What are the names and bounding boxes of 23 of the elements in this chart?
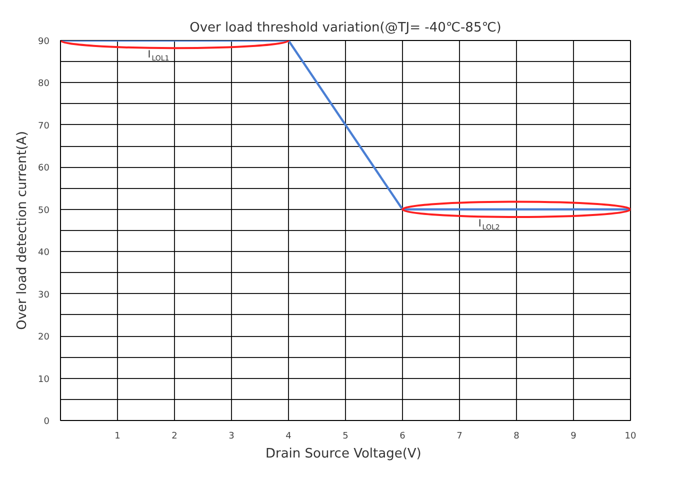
x-tick-label: 7	[456, 432, 462, 442]
y-tick-label: 0	[44, 417, 50, 427]
y-tick-label: 80	[38, 79, 50, 90]
x-tick-label: 2	[172, 432, 178, 442]
x-tick-label: 8	[514, 432, 520, 442]
x-axis-title: Drain Source Voltage(V)	[265, 446, 422, 462]
y-axis-title: Over load detection current(A)	[15, 131, 30, 330]
chart-title: Over load threshold variation(@TJ= -40℃-85℃)	[190, 20, 502, 36]
y-tick-label: 70	[38, 121, 50, 132]
x-tick-label: 6	[400, 432, 406, 442]
y-tick-label: 10	[38, 374, 50, 385]
y-tick-label: 50	[38, 206, 50, 216]
y-tick-label: 60	[38, 164, 50, 174]
y-tick-label: 90	[38, 37, 50, 47]
y-tick-label: 30	[38, 290, 50, 300]
y-tick-label: 20	[38, 332, 50, 343]
x-tick-label: 10	[624, 432, 636, 442]
x-tick-label: 3	[228, 432, 234, 442]
x-tick-label: 9	[570, 432, 577, 442]
y-tick-label: 40	[38, 248, 50, 258]
x-tick-label: 1	[114, 432, 120, 442]
x-tick-label: 4	[286, 432, 292, 442]
x-tick-label: 5	[342, 432, 348, 442]
